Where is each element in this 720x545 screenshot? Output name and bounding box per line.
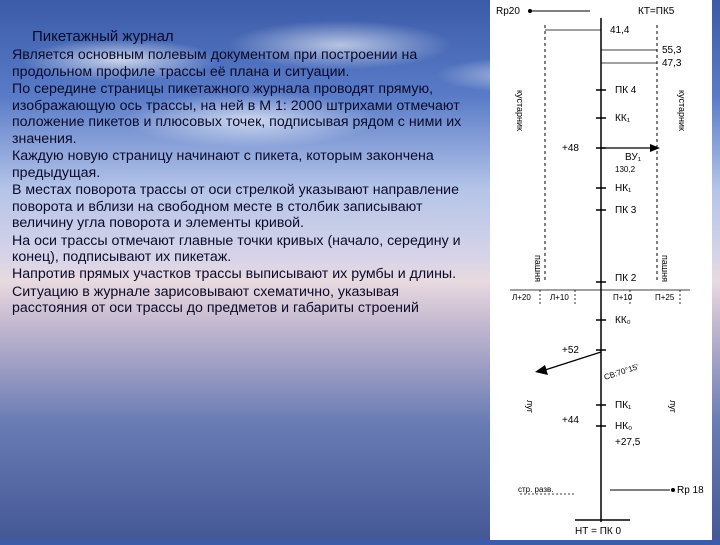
slide-title: Пикетажный журнал	[32, 28, 472, 45]
pk-label: +27,5	[615, 437, 641, 448]
measure: 55,3	[662, 45, 682, 56]
paragraph: На оси трассы отмечают главные точки кри…	[12, 233, 472, 266]
side-label: луг	[668, 400, 678, 414]
paragraph: Напротив прямых участков трассы выписыва…	[12, 266, 472, 282]
pk-label: +44	[562, 415, 579, 426]
pk-label: ВУ₁	[625, 152, 642, 163]
bottom-main: НТ = ПК 0	[575, 526, 622, 537]
bottom-label: Rp 18	[677, 485, 704, 496]
paragraph: Является основным полевым документом при…	[12, 47, 472, 80]
paragraph: Ситуацию в журнале зарисовывают схематич…	[12, 284, 472, 317]
measure: 47,3	[662, 58, 682, 69]
pk-label: ПК 4	[615, 85, 637, 96]
side-label: луг	[525, 400, 535, 414]
pk-label: ПК 3	[615, 205, 637, 216]
side-label: пашня	[660, 255, 670, 282]
side-label: кустарник	[677, 90, 687, 131]
side-label: пашня	[533, 255, 543, 282]
pk-label: НК₀	[615, 421, 632, 432]
side-label: кустарник	[515, 90, 525, 131]
paragraph: По середине страницы пикетажного журнала…	[12, 81, 472, 147]
pk-label: ПК 2	[615, 273, 637, 284]
label-rp20: Rp20	[496, 6, 520, 17]
pk-label: НК₁	[615, 183, 632, 194]
pk-label: ПК₁	[615, 400, 632, 411]
measure: 41,4	[610, 25, 630, 36]
offset: Л+10	[550, 293, 569, 302]
pk-label: КК₁	[615, 113, 631, 124]
survey-diagram: Rp20 КТ=ПК5 кустарник кустарник пашня па…	[490, 0, 712, 540]
offset: Л+20	[512, 293, 531, 302]
paragraph: В местах поворота трассы от оси стрелкой…	[12, 182, 472, 231]
label-kt: КТ=ПК5	[638, 6, 675, 17]
angle-label: СВ:70°15'	[603, 362, 640, 382]
text-column: Пикетажный журнал Является основным поле…	[12, 28, 472, 318]
offset: П+25	[655, 293, 675, 302]
pk-label: КК₀	[615, 315, 631, 326]
diagram-panel: Rp20 КТ=ПК5 кустарник кустарник пашня па…	[490, 0, 712, 540]
paragraph: Каждую новую страницу начинают с пикета,…	[12, 148, 472, 181]
pk-label: +52	[562, 345, 579, 356]
pk-label: +48	[562, 143, 579, 154]
bottom-label: стр. разв.	[518, 485, 554, 494]
pk-label: 130,2	[615, 165, 636, 174]
